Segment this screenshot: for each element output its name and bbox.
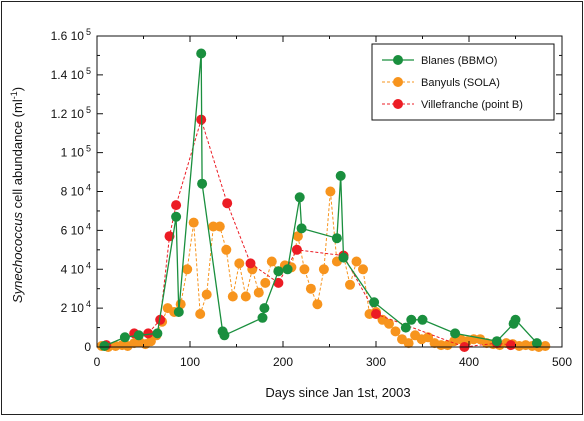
data-point-banyuls-sola [221, 244, 232, 255]
data-point-banyuls-sola [227, 291, 238, 302]
data-point-banyuls-sola [345, 279, 355, 290]
data-point-blanes-bbmo [510, 314, 521, 325]
legend-label: Villefranche (point B) [421, 99, 523, 111]
data-point-blanes-bbmo [531, 338, 542, 349]
data-point-banyuls-sola [403, 338, 414, 349]
data-point-banyuls-sola [195, 309, 206, 319]
x-tick-label: 300 [366, 355, 386, 369]
data-point-villefranche-point-b [171, 200, 182, 211]
data-point-blanes-bbmo [219, 330, 230, 341]
legend-label: Banyuls (SOLA) [421, 77, 500, 89]
data-point-blanes-bbmo [296, 223, 307, 234]
y-tick-label: 4 10 4 [61, 260, 91, 276]
y-tick-label: 1 10 5 [61, 144, 91, 160]
y-axis-title: Synechococcus cell abundance (ml-1) [9, 87, 25, 303]
data-point-banyuls-sola [325, 186, 336, 197]
legend-marker [393, 77, 403, 87]
legend-marker [393, 55, 403, 65]
y-tick-label: 8 10 4 [61, 183, 91, 199]
x-tick-label: 500 [552, 355, 572, 369]
data-point-banyuls-sola [234, 258, 245, 269]
legend-label: Blanes (BBMO) [421, 55, 497, 67]
y-axis-title-main: cell abundance (ml [10, 99, 25, 212]
data-point-blanes-bbmo [257, 312, 268, 323]
y-tick-label: 6 10 4 [61, 221, 91, 237]
data-point-banyuls-sola [260, 277, 271, 288]
y-tick-label: 2 10 4 [61, 299, 91, 315]
series-line-blanes-bbmo [104, 53, 538, 347]
data-point-banyuls-sola [292, 231, 303, 242]
data-point-blanes-bbmo [259, 303, 270, 314]
legend: Blanes (BBMO) Banyuls (SOLA) Villefranche … [371, 43, 555, 121]
data-point-villefranche-point-b [143, 328, 154, 339]
x-tick-label: 200 [273, 355, 293, 369]
data-point-villefranche-point-b [291, 244, 302, 255]
series-line-villefranche-point-b [106, 117, 511, 348]
data-point-blanes-bbmo [369, 297, 380, 308]
y-tick-label: 1.6 10 5 [51, 27, 91, 43]
data-point-banyuls-sola [266, 256, 277, 267]
data-point-villefranche-point-b [273, 277, 284, 288]
data-point-blanes-bbmo [406, 314, 417, 325]
data-point-villefranche-point-b [222, 198, 233, 209]
data-point-blanes-bbmo [450, 328, 461, 339]
data-point-blanes-bbmo [338, 252, 349, 263]
data-point-blanes-bbmo [282, 264, 293, 275]
y-tick-label: 1.2 10 5 [51, 105, 91, 121]
data-point-banyuls-sola [312, 299, 323, 310]
data-point-banyuls-sola [351, 256, 362, 267]
data-point-banyuls-sola [358, 264, 368, 275]
data-point-banyuls-sola [182, 264, 193, 275]
data-point-banyuls-sola [299, 264, 310, 275]
y-axis-title-superscript: -1 [9, 91, 19, 99]
data-point-banyuls-sola [423, 332, 434, 343]
axes-layer: 0 100 200 300 400 500 0 2 10 4 4 10 4 6 10 4 8 10 4 1 1… [51, 27, 573, 369]
y-tick-label: 1.4 10 5 [51, 66, 91, 82]
legend-marker [393, 99, 403, 109]
data-point-blanes-bbmo [197, 178, 208, 189]
y-tick-label: 0 [84, 340, 91, 354]
x-axis-title: Days since Jan 1st, 2003 [265, 385, 410, 400]
data-point-banyuls-sola [214, 221, 225, 232]
data-point-blanes-bbmo [400, 322, 411, 333]
data-point-banyuls-sola [201, 289, 212, 300]
data-point-banyuls-sola [188, 217, 199, 228]
data-point-blanes-bbmo [417, 314, 428, 325]
y-axis-title-italic: Synechococcus [10, 212, 25, 304]
data-point-blanes-bbmo [133, 330, 144, 341]
data-point-blanes-bbmo [173, 307, 184, 317]
x-tick-label: 400 [459, 355, 479, 369]
data-point-banyuls-sola [384, 318, 394, 329]
data-point-villefranche-point-b [371, 309, 381, 319]
data-point-banyuls-sola [253, 287, 264, 298]
data-point-blanes-bbmo [331, 233, 342, 244]
data-point-villefranche-point-b [245, 258, 256, 269]
data-point-banyuls-sola [305, 283, 316, 294]
data-point-blanes-bbmo [171, 211, 182, 222]
data-point-blanes-bbmo [335, 170, 346, 181]
data-point-blanes-bbmo [273, 266, 284, 277]
data-point-banyuls-sola [390, 326, 401, 337]
x-tick-label: 0 [94, 355, 101, 369]
data-point-blanes-bbmo [294, 192, 305, 203]
data-point-blanes-bbmo [152, 328, 163, 339]
data-point-blanes-bbmo [119, 332, 130, 343]
x-tick-label: 100 [180, 355, 200, 369]
data-point-villefranche-point-b [505, 340, 516, 351]
y-axis-title-close: ) [10, 87, 25, 91]
data-point-banyuls-sola [318, 264, 329, 275]
data-point-blanes-bbmo [491, 336, 502, 347]
plot-layer [96, 48, 551, 352]
data-point-banyuls-sola [540, 341, 551, 351]
data-point-banyuls-sola [240, 291, 251, 302]
data-point-blanes-bbmo [196, 48, 207, 59]
data-point-blanes-bbmo [99, 341, 110, 351]
